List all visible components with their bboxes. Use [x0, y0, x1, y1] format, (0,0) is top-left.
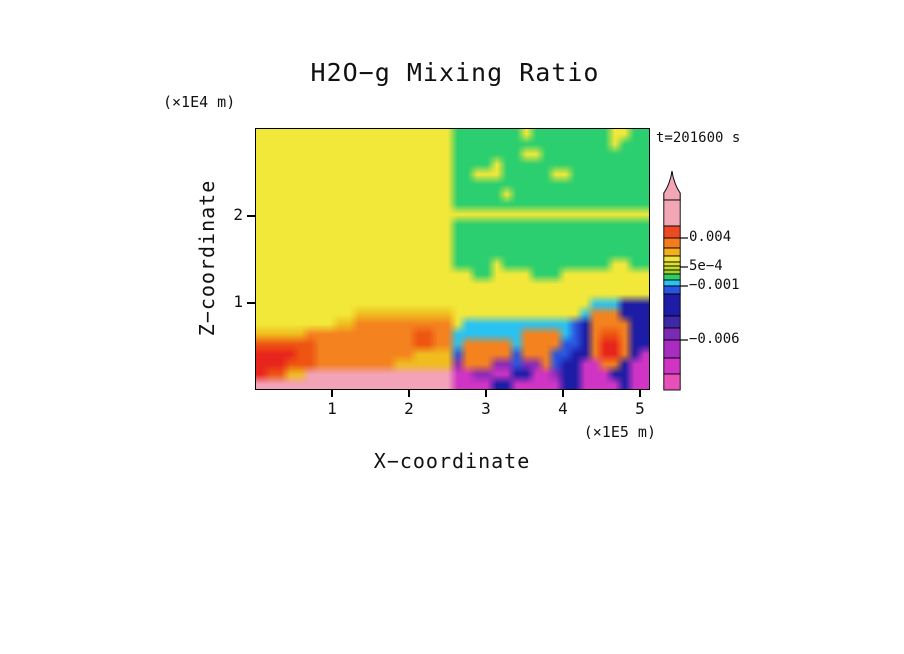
x-axis-tick: [639, 390, 641, 397]
colorbar-label: 0.004: [689, 229, 732, 245]
colorbar-segment: [663, 199, 681, 227]
z-axis-unit-label: (×1E4 m): [163, 93, 236, 111]
z-axis-tick-label: 1: [233, 292, 243, 311]
x-axis-tick: [408, 390, 410, 397]
chart-title: H2O−g Mixing Ratio: [310, 58, 600, 87]
colorbar-label: −0.006: [689, 331, 740, 347]
colorbar-segment: [663, 279, 681, 287]
x-axis-title: X−coordinate: [373, 449, 531, 473]
colorbar: [663, 170, 688, 391]
x-axis-tick: [562, 390, 564, 397]
colorbar-segment: [663, 237, 681, 249]
colorbar-segment: [663, 225, 681, 239]
colorbar-segment: [663, 315, 681, 329]
x-axis-unit-label: (×1E5 m): [583, 423, 656, 441]
z-axis-tick-label: 2: [233, 205, 243, 224]
time-label: t=201600 s: [656, 130, 741, 146]
heatmap-canvas: [256, 129, 649, 389]
colorbar-segment: [663, 339, 681, 359]
colorbar-segment: [663, 273, 681, 281]
colorbar-segment: [663, 265, 681, 271]
x-axis-tick: [331, 390, 333, 397]
colorbar-segment: [663, 285, 681, 295]
colorbar-segment: [663, 357, 681, 375]
plot-frame: [255, 128, 650, 390]
x-axis-tick-label: 4: [558, 399, 568, 418]
colorbar-segment: [663, 293, 681, 317]
colorbar-segment: [663, 255, 681, 263]
colorbar-arrow: [663, 170, 681, 201]
colorbar-segment: [663, 373, 681, 391]
z-axis-title: Z−coordinate: [195, 179, 219, 337]
colorbar-segment: [663, 247, 681, 257]
colorbar-segment: [663, 327, 681, 341]
z-axis-tick: [247, 302, 255, 304]
colorbar-label: 5e−4: [689, 258, 723, 274]
colorbar-segment: [663, 269, 681, 275]
x-axis-tick: [485, 390, 487, 397]
x-axis-tick-label: 3: [481, 399, 491, 418]
colorbar-segment: [663, 261, 681, 267]
x-axis-tick-label: 1: [327, 399, 337, 418]
x-axis-tick-label: 2: [404, 399, 414, 418]
colorbar-label: −0.001: [689, 277, 740, 293]
z-axis-tick: [247, 215, 255, 217]
x-axis-tick-label: 5: [635, 399, 645, 418]
